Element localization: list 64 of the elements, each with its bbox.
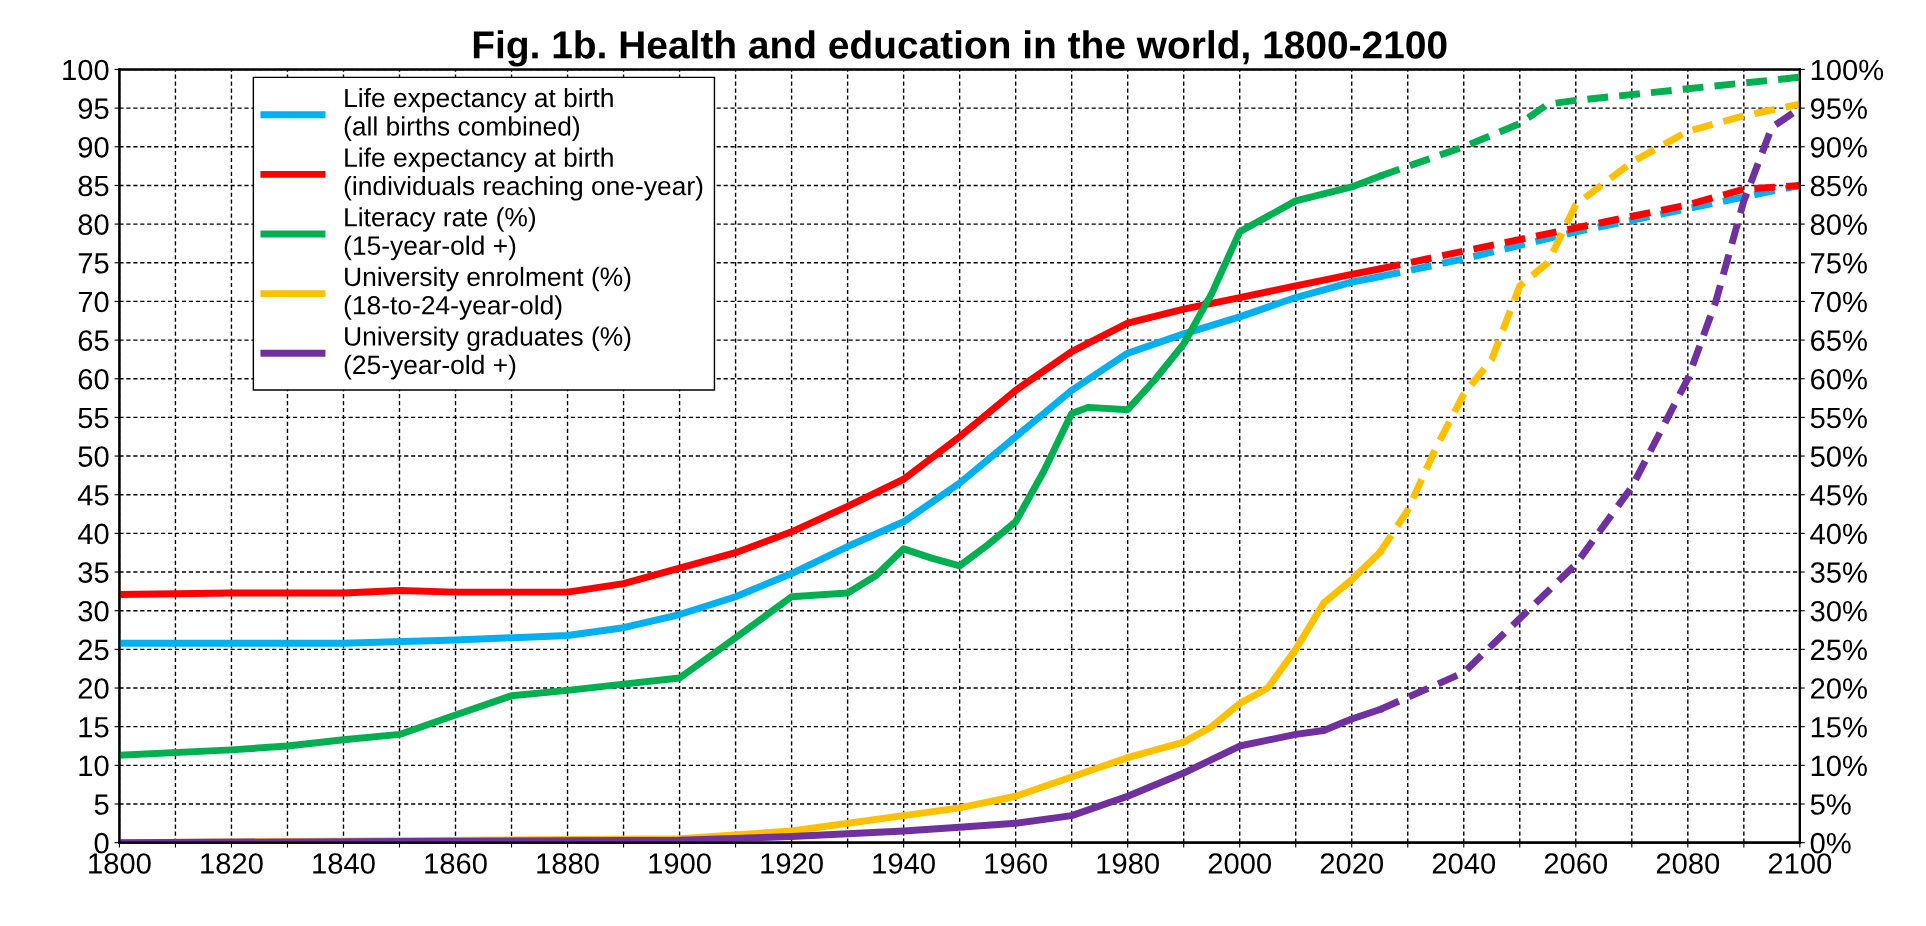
x-tick-label: 1960 — [985, 853, 1047, 874]
legend-label: University enrolment (%) (18-to-24-year-old) — [344, 266, 631, 320]
x-tick-label: 1940 — [873, 853, 935, 874]
y2-tick-label: 25% — [1811, 639, 1867, 661]
chart-title: Fig. 1b. Health and education in the world, 1800-2100 — [473, 30, 1447, 67]
legend-label: Life expectancy at birth (all births combined) — [344, 87, 613, 141]
y2-tick-label: 15% — [1811, 717, 1867, 738]
x-tick-label: 1820 — [201, 853, 263, 874]
legend-label: University graduates (%) (25-year-old +) — [344, 326, 631, 380]
y-tick-label: 70 — [78, 291, 109, 313]
y-tick-label: 60 — [78, 368, 109, 390]
x-tick-label: 1900 — [649, 853, 711, 874]
y-tick-label: 35 — [78, 562, 109, 583]
y-tick-label: 30 — [78, 600, 109, 622]
x-tick-label: 2020 — [1320, 853, 1384, 874]
y-tick-label: 10 — [79, 755, 109, 777]
y-tick-label: 100 — [63, 59, 109, 81]
y2-tick-label: 45% — [1810, 485, 1867, 506]
x-tick-label: 1840 — [313, 853, 375, 874]
y2-tick-label: 5% — [1810, 794, 1851, 815]
x-tick-label: 1860 — [425, 853, 487, 874]
y2-tick-label: 55% — [1810, 407, 1867, 429]
y-tick-label: 55 — [78, 407, 109, 429]
y-tick-label: 85 — [78, 175, 109, 197]
legend-label: Literacy rate (%) (15-year-old +) — [344, 207, 536, 261]
y-tick-label: 45 — [77, 485, 109, 506]
x-tick-label: 1880 — [537, 853, 599, 874]
x-tick-label: 2060 — [1544, 853, 1608, 874]
legend-label: Life expectancy at birth (individuals reaching one-year) — [344, 147, 703, 201]
y2-tick-label: 80% — [1810, 214, 1867, 235]
y2-tick-label: 30% — [1810, 600, 1867, 622]
y-tick-label: 50 — [78, 446, 109, 467]
y2-tick-label: 90% — [1810, 136, 1867, 158]
y-tick-label: 95 — [78, 98, 109, 119]
y2-tick-label: 75% — [1811, 253, 1867, 274]
y-tick-label: 40 — [77, 523, 109, 545]
y-tick-label: 5 — [94, 794, 109, 815]
y2-tick-label: 50% — [1810, 446, 1867, 467]
x-tick-label: 2080 — [1656, 853, 1720, 874]
x-tick-label: 1800 — [89, 853, 151, 874]
y-tick-label: 25 — [78, 639, 109, 661]
y-tick-label: 15 — [79, 717, 109, 738]
y2-tick-label: 60% — [1811, 368, 1867, 390]
x-tick-label: 1980 — [1097, 853, 1159, 874]
y-tick-label: 65 — [78, 330, 109, 351]
y-tick-label: 0 — [94, 832, 109, 854]
x-tick-label: 1920 — [761, 853, 823, 874]
y-tick-label: 20 — [78, 678, 109, 699]
y-tick-label: 90 — [78, 136, 109, 158]
y2-tick-label: 70% — [1811, 291, 1867, 313]
y2-tick-label: 85% — [1810, 175, 1867, 197]
y-tick-label: 80 — [78, 214, 109, 235]
y2-tick-label: 20% — [1811, 678, 1867, 699]
y2-tick-label: 65% — [1811, 330, 1867, 351]
y2-tick-label: 40% — [1810, 523, 1867, 545]
y2-tick-label: 35% — [1810, 562, 1867, 583]
y2-tick-label: 10% — [1811, 755, 1867, 777]
x-tick-label: 2000 — [1208, 853, 1272, 874]
x-tick-label: 2040 — [1432, 853, 1496, 874]
y2-tick-label: 0% — [1810, 832, 1851, 854]
y2-tick-label: 100% — [1811, 59, 1884, 81]
y-tick-label: 75 — [78, 253, 109, 274]
y2-tick-label: 95% — [1810, 98, 1867, 119]
x-tick-label: 2100 — [1768, 853, 1832, 874]
